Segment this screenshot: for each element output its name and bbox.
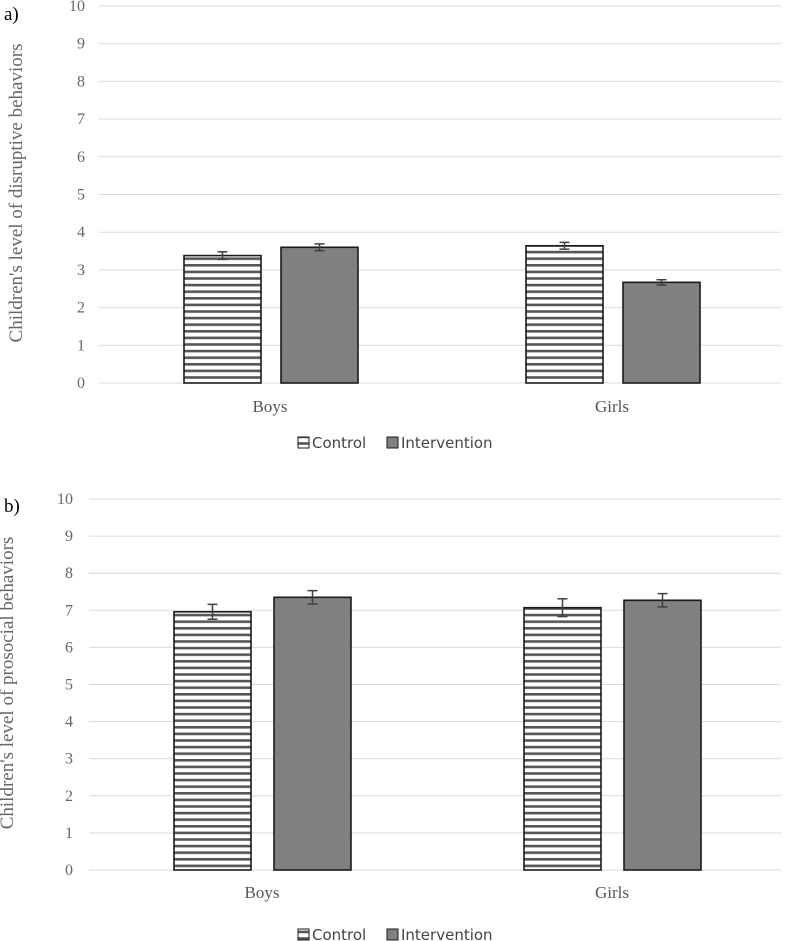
y-tick-label: 6 (65, 639, 73, 656)
y-tick-labels-a: 0 1 2 3 4 5 6 7 8 9 10 (69, 0, 85, 392)
y-axis-label-a: Children's level of disruptive behaviors (6, 44, 27, 343)
y-tick-label: 4 (77, 224, 85, 241)
panel-label-a: a) (4, 4, 19, 25)
legend-b: Control Intervention (297, 926, 493, 941)
category-label: Girls (595, 883, 629, 902)
y-tick-label: 2 (65, 788, 73, 805)
y-tick-label: 10 (57, 491, 73, 508)
error-bar-control-girls (557, 598, 568, 618)
y-tick-label: 10 (69, 0, 85, 15)
bar-intervention-girls (623, 599, 702, 871)
y-tick-label: 0 (77, 375, 85, 392)
y-tick-labels-b: 0 1 2 3 4 5 6 7 8 9 10 (57, 491, 73, 879)
y-axis-label-b: Children's level of prosocial behaviors (0, 537, 18, 830)
panel-label-b: b) (4, 496, 20, 517)
y-tick-label: 5 (65, 677, 73, 694)
error-bar-intervention-girls (657, 592, 668, 608)
category-label: Boys (253, 397, 288, 416)
chart-b: b) Children's level of prosocial behavio… (0, 491, 781, 941)
legend-swatch-intervention-a (386, 436, 399, 449)
y-tick-label: 0 (65, 862, 73, 879)
bars-b (173, 589, 702, 871)
chart-a: a) Children's level of disruptive behavi… (4, 0, 781, 452)
y-tick-label: 4 (65, 714, 73, 731)
error-bar-intervention-boys (314, 243, 325, 252)
y-tick-label: 7 (77, 111, 85, 128)
y-tick-label: 9 (77, 36, 85, 53)
error-bar-control-girls (559, 241, 570, 250)
y-tick-label: 6 (77, 149, 85, 166)
legend-label-intervention-a: Intervention (401, 434, 493, 452)
legend-label-intervention-b: Intervention (401, 926, 493, 941)
legend-swatch-control-a (297, 436, 310, 449)
y-tick-label: 1 (65, 825, 73, 842)
y-tick-label: 3 (65, 751, 73, 768)
category-label: Boys (245, 883, 280, 902)
error-bar-intervention-girls (656, 278, 667, 286)
legend-swatch-intervention-b (386, 928, 399, 941)
category-labels-a: Boys Girls (253, 397, 629, 416)
legend-label-control-a: Control (312, 434, 366, 452)
y-tick-label: 8 (65, 565, 73, 582)
y-tick-label: 3 (77, 262, 85, 279)
y-tick-label: 9 (65, 528, 73, 545)
y-tick-label: 5 (77, 187, 85, 204)
y-tick-label: 2 (77, 300, 85, 317)
bar-control-boys (183, 254, 262, 384)
bar-control-girls (523, 606, 602, 871)
bar-intervention-boys (280, 246, 359, 384)
bars-a (183, 241, 701, 384)
error-bar-intervention-boys (307, 589, 318, 605)
bar-control-girls (525, 244, 604, 384)
bar-intervention-girls (622, 281, 701, 384)
error-bar-control-boys (207, 603, 218, 620)
category-label: Girls (595, 397, 629, 416)
y-tick-label: 8 (77, 73, 85, 90)
category-labels-b: Boys Girls (245, 883, 629, 902)
legend-swatch-control-b (297, 928, 310, 941)
y-tick-label: 7 (65, 602, 73, 619)
bar-control-boys (173, 610, 252, 871)
bar-intervention-boys (273, 596, 352, 871)
legend-a: Control Intervention (297, 434, 493, 452)
legend-label-control-b: Control (312, 926, 366, 941)
y-tick-label: 1 (77, 337, 85, 354)
error-bar-control-boys (217, 251, 228, 261)
